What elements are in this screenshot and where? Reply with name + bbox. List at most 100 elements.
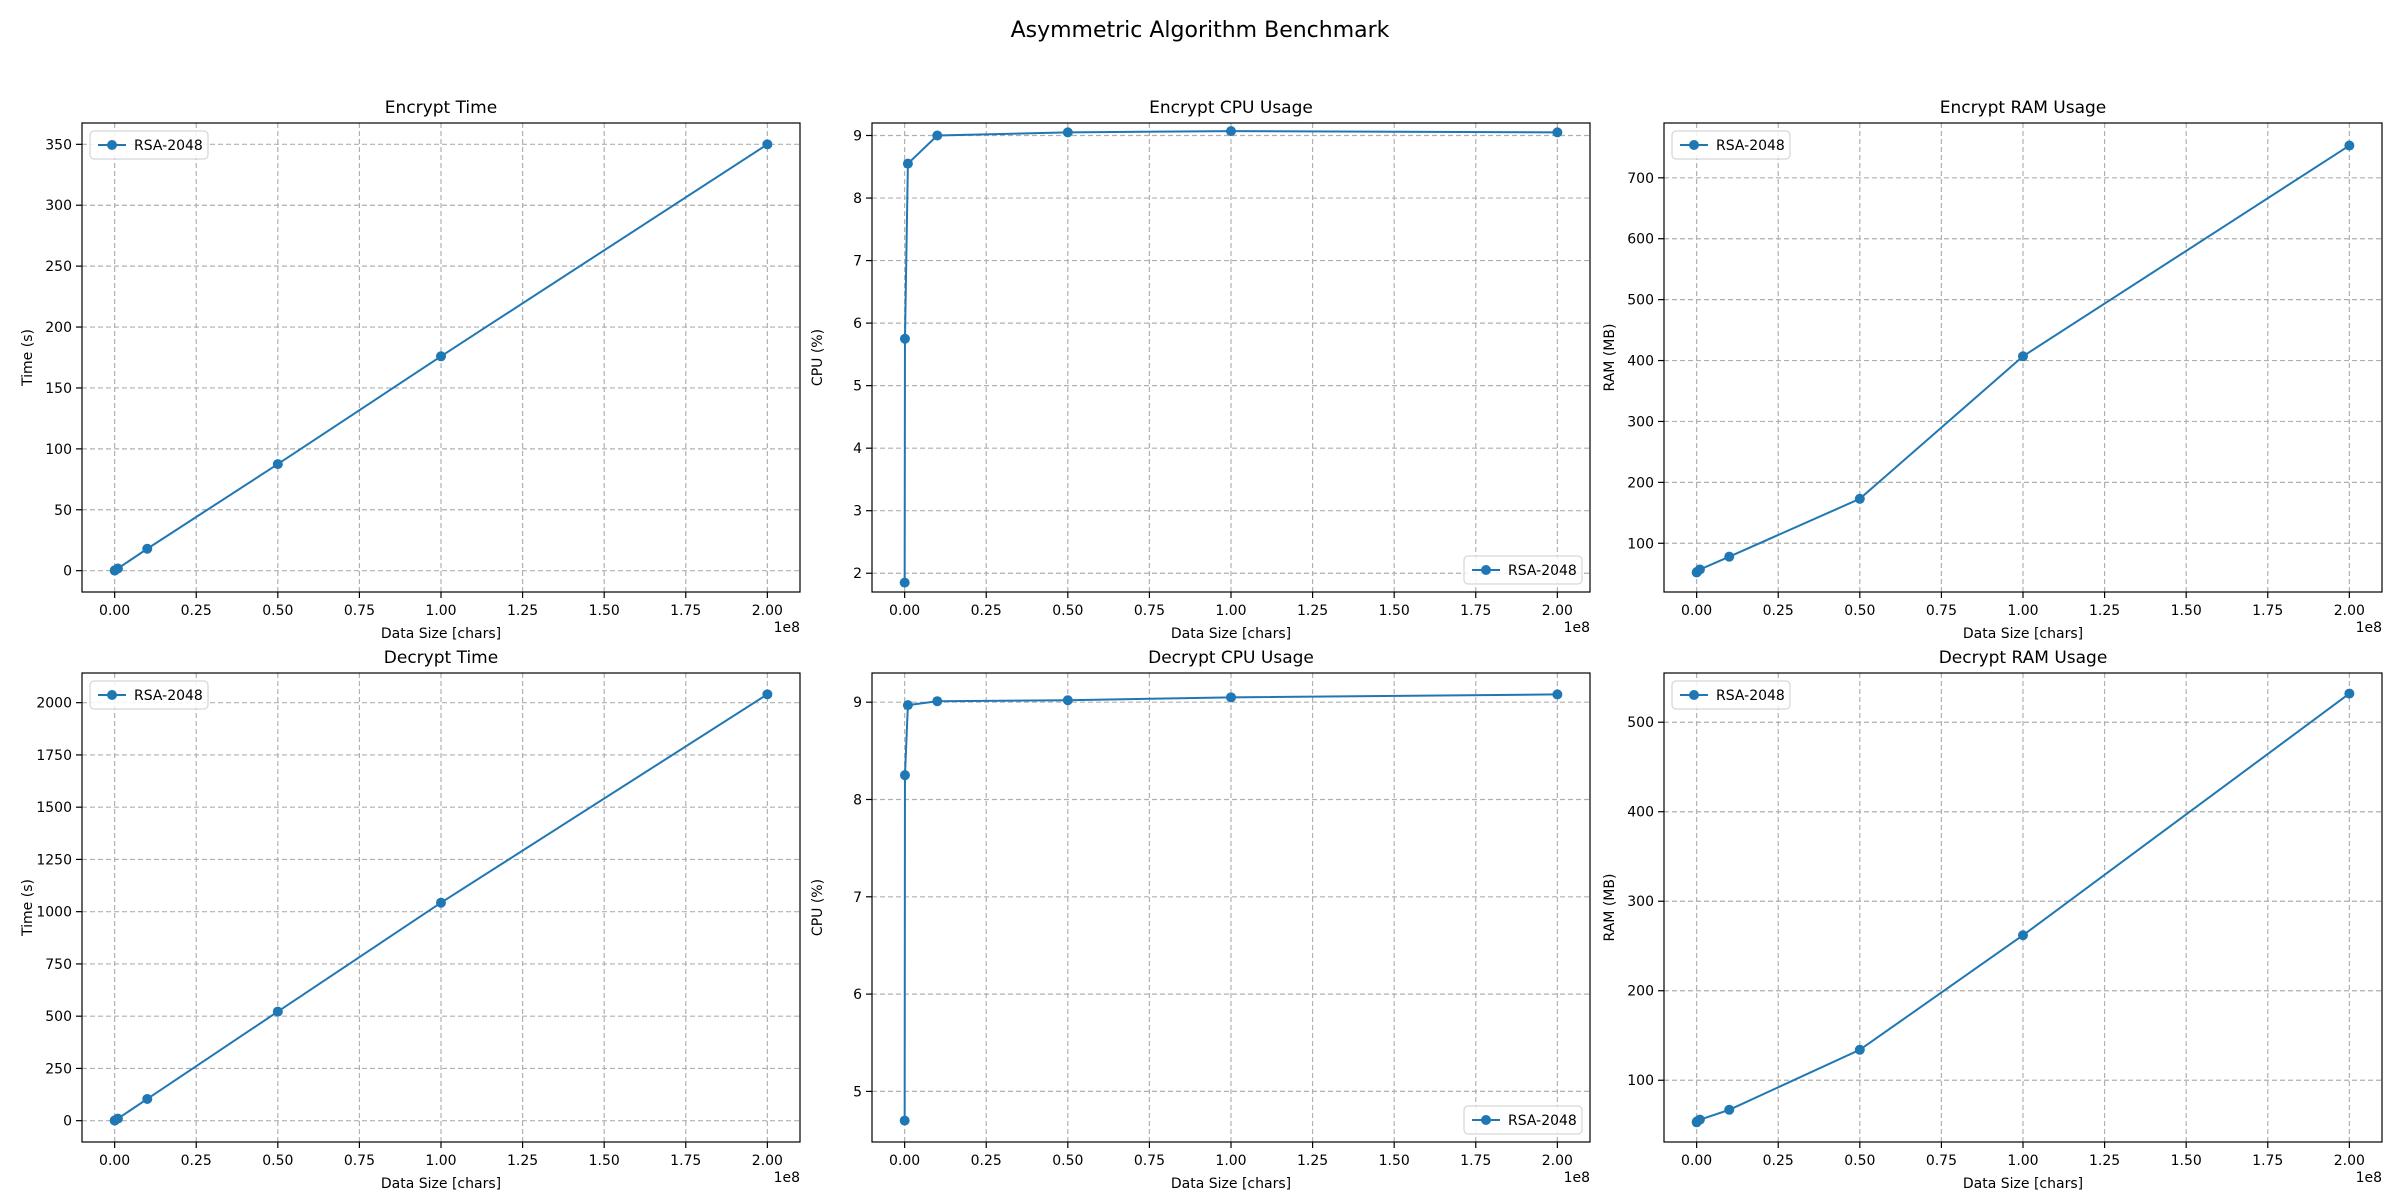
- x-tick-label: 0.50: [1052, 603, 1083, 619]
- y-tick-label: 2: [853, 566, 862, 582]
- legend-box: [1463, 1105, 1583, 1135]
- x-tick-label: 0.50: [1844, 603, 1875, 619]
- data-point: [902, 158, 913, 169]
- y-tick-label: 500: [1627, 715, 1654, 731]
- x-axis-label: Data Size [chars]: [381, 626, 501, 642]
- legend-box: [89, 130, 209, 160]
- x-axis-label: Data Size [chars]: [1963, 1176, 2083, 1192]
- y-tick-label: 5: [853, 379, 862, 395]
- y-tick-label: 1000: [36, 905, 72, 921]
- axes-frame: [871, 672, 1591, 1143]
- subplot-2: 0.00 0.25 0.50 0.75 1.00 1.25 1.50 1.75 2.00 2 3 4 5…: [810, 98, 1591, 642]
- x-tick-label: 0.00: [99, 603, 130, 619]
- x-tick-label: 0.50: [1844, 1153, 1875, 1169]
- y-tick-label: 100: [1627, 1073, 1654, 1089]
- y-tick-label: 7: [853, 890, 862, 906]
- x-tick-label: 1.25: [507, 603, 538, 619]
- legend-box: [1671, 130, 1791, 160]
- data-point: [2018, 351, 2028, 362]
- axes-frame: [1663, 122, 2383, 593]
- data-point: [1694, 564, 1705, 575]
- data-point: [1552, 689, 1563, 700]
- y-tick-label: 100: [1627, 536, 1654, 552]
- x-tick-label: 1.00: [425, 1153, 456, 1169]
- y-tick-label: 1750: [36, 748, 72, 764]
- x-tick-label: 1.50: [2171, 1153, 2202, 1169]
- x-tick-label: 2.00: [752, 603, 783, 619]
- subplot-title: Encrypt CPU Usage: [1149, 98, 1313, 118]
- y-axis-label: CPU (%): [810, 329, 826, 386]
- x-offset-label: 1e8: [2356, 620, 2382, 636]
- y-tick-label: 150: [45, 381, 72, 397]
- x-tick-label: 1.00: [1215, 603, 1246, 619]
- data-point: [899, 577, 910, 588]
- x-tick-label: 0.75: [1926, 1153, 1957, 1169]
- data-point: [1854, 1044, 1865, 1055]
- axes-frame: [81, 122, 801, 593]
- data-point: [2344, 140, 2355, 151]
- y-tick-label: 750: [45, 957, 72, 973]
- x-tick-label: 0.25: [181, 1153, 212, 1169]
- y-tick-label: 9: [853, 129, 862, 145]
- subplot-4: 0.00 0.25 0.50 0.75 1.00 1.25 1.50 1.75 2.00 0 250…: [20, 648, 801, 1192]
- data-point: [899, 1115, 910, 1126]
- x-tick-label: 1.75: [2252, 603, 2283, 619]
- y-tick-label: 300: [1627, 414, 1654, 430]
- x-tick-label: 1.00: [425, 603, 456, 619]
- legend: RSA-2048: [1671, 130, 1791, 160]
- subplot-title: Encrypt RAM Usage: [1940, 98, 2107, 118]
- y-tick-label: 7: [853, 254, 862, 270]
- legend: RSA-2048: [89, 130, 209, 160]
- x-tick-label: 0.75: [344, 1153, 375, 1169]
- legend-marker: [1481, 565, 1491, 575]
- legend-label: RSA-2048: [134, 138, 203, 154]
- data-point: [112, 1113, 123, 1124]
- legend-label: RSA-2048: [1716, 138, 1785, 154]
- x-tick-label: 0.25: [971, 1153, 1002, 1169]
- x-tick-label: 0.50: [1052, 1153, 1083, 1169]
- y-tick-label: 700: [1627, 171, 1654, 187]
- x-tick-label: 1.25: [507, 1153, 538, 1169]
- y-tick-label: 100: [45, 442, 72, 458]
- x-axis-label: Data Size [chars]: [1963, 626, 2083, 642]
- x-tick-label: 0.25: [1763, 1153, 1794, 1169]
- y-tick-label: 350: [45, 137, 72, 153]
- data-point: [1062, 695, 1073, 706]
- x-tick-label: 0.00: [1681, 1153, 1712, 1169]
- legend-marker: [107, 690, 117, 700]
- y-tick-label: 50: [54, 503, 72, 519]
- data-point: [932, 696, 943, 707]
- figure-title: Asymmetric Algorithm Benchmark: [1010, 18, 1390, 43]
- y-tick-label: 200: [1627, 984, 1654, 1000]
- legend-box: [1671, 680, 1791, 710]
- x-tick-label: 1.25: [1297, 603, 1328, 619]
- x-tick-label: 1.00: [1215, 1153, 1246, 1169]
- y-tick-label: 500: [45, 1009, 72, 1025]
- subplot-title: Decrypt CPU Usage: [1148, 648, 1314, 668]
- subplot-title: Decrypt Time: [384, 648, 498, 668]
- x-tick-label: 2.00: [752, 1153, 783, 1169]
- data-point: [1552, 127, 1563, 138]
- x-tick-label: 0.25: [971, 603, 1002, 619]
- data-point: [902, 700, 913, 711]
- legend-marker: [107, 140, 117, 150]
- y-tick-label: 8: [853, 792, 862, 808]
- x-offset-label: 1e8: [774, 620, 800, 636]
- legend-marker: [1689, 140, 1699, 150]
- x-tick-label: 0.75: [1134, 1153, 1165, 1169]
- data-point: [436, 351, 446, 362]
- y-tick-label: 600: [1627, 232, 1654, 248]
- legend: RSA-2048: [1671, 680, 1791, 710]
- x-offset-label: 1e8: [2356, 1170, 2382, 1186]
- y-tick-label: 0: [63, 564, 72, 580]
- axes-frame: [81, 672, 801, 1143]
- data-point: [436, 897, 446, 908]
- x-tick-label: 0.25: [1763, 603, 1794, 619]
- y-tick-label: 250: [45, 1061, 72, 1077]
- x-axis-label: Data Size [chars]: [1171, 1176, 1291, 1192]
- x-tick-label: 1.50: [589, 603, 620, 619]
- data-point: [2344, 688, 2355, 699]
- y-tick-label: 250: [45, 259, 72, 275]
- subplot-6: 0.00 0.25 0.50 0.75 1.00 1.25 1.50 1.75 2.00 100 2…: [1602, 648, 2383, 1192]
- x-tick-label: 1.75: [670, 603, 701, 619]
